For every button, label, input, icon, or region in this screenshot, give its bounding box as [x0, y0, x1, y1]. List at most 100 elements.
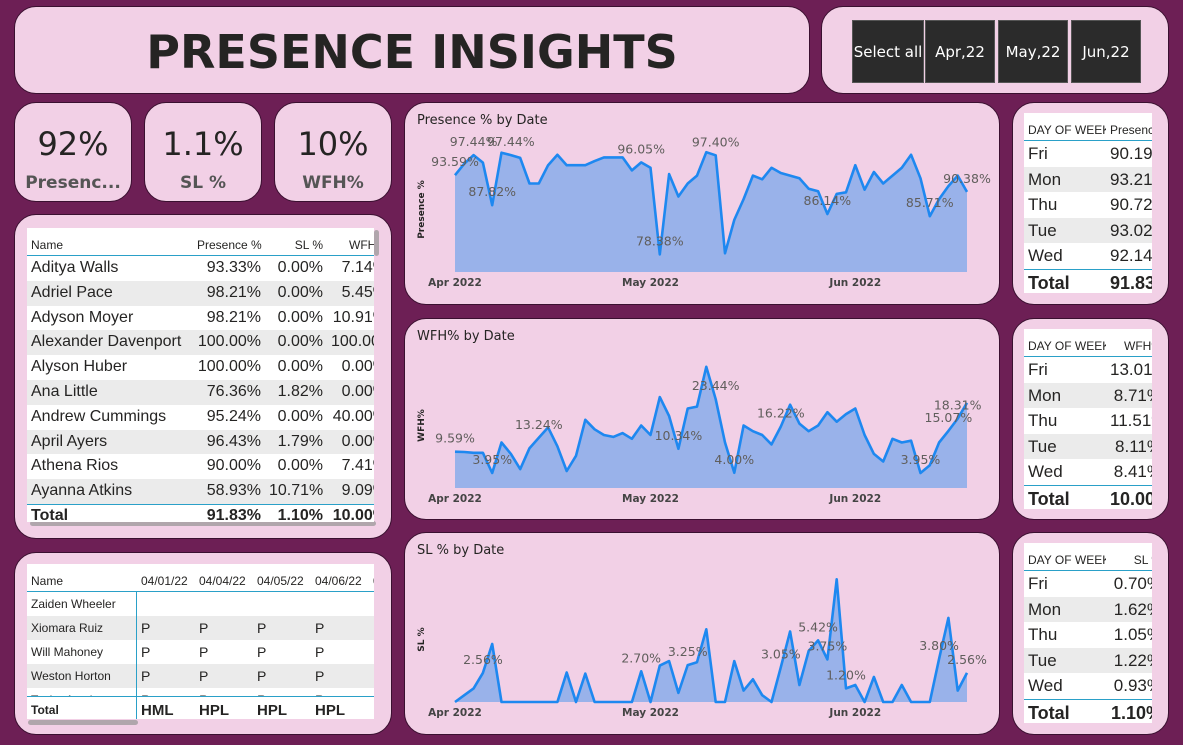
table-cell: Total — [1028, 703, 1070, 723]
table-cell: 100.00% — [197, 333, 261, 351]
data-label: 3.95% — [472, 452, 512, 467]
table-cell: 98.21% — [206, 283, 261, 301]
x-tick-label: May 2022 — [622, 493, 679, 505]
table-row: Tue 1.22% — [1024, 647, 1152, 673]
table-row: Alyson Huber 100.00% 0.00% 0.00% — [27, 355, 374, 380]
data-label: 87.82% — [468, 184, 516, 199]
data-label: 97.44% — [450, 134, 498, 149]
table-cell: 0.00% — [341, 432, 374, 450]
title-panel: PRESENCE INSIGHTS — [14, 6, 810, 94]
table-cell: 90.00% — [206, 457, 261, 475]
table-cell: 93.33% — [206, 259, 261, 276]
y-axis-label: Presence % — [417, 180, 427, 239]
table-cell: HPL — [199, 702, 229, 719]
table-cell: Aditya Walls — [31, 259, 119, 276]
table-header: DAY OF WEEK Presence % — [1024, 113, 1152, 141]
table-cell: Andrew Cummings — [31, 407, 167, 425]
data-label: 96.05% — [617, 141, 665, 156]
kpi-label: WFH% — [302, 173, 364, 193]
table-cell: 0.70% — [1113, 574, 1152, 593]
table-cell: 95.24% — [206, 407, 261, 425]
table-cell: 8.11% — [1115, 436, 1152, 456]
table-row: Alexander Davenport 100.00% 0.00% 100.00% — [27, 330, 374, 356]
table-cell: 98.21% — [206, 308, 261, 326]
area-line — [453, 150, 969, 256]
table-cell: P — [315, 644, 325, 660]
table-cell: 04/07/22 — [369, 574, 374, 588]
table-cell: 10.91% — [332, 308, 374, 326]
data-label: 23.44% — [692, 378, 740, 393]
table-cell: 100.00% — [331, 333, 374, 351]
table-row: Athena Rios 90.00% 0.00% 7.41% — [27, 454, 374, 479]
area-fill — [455, 152, 967, 272]
table-cell: 100.00% — [197, 358, 261, 376]
table: DAY OF WEEK WFH% Fri 13.01% Mon 8.71% Thu 11.51… — [1024, 329, 1152, 509]
table-cell: Ayanna Atkins — [31, 482, 133, 500]
slicer-button[interactable]: May,22 — [998, 20, 1068, 83]
table-cell: P — [315, 668, 325, 684]
chart-panel — [404, 102, 1000, 305]
table-row: Fri 13.01% — [1024, 357, 1152, 383]
table-cell: HPL — [257, 702, 287, 719]
table-cell — [311, 592, 369, 616]
data-label: 78.38% — [636, 233, 684, 248]
slicer-button[interactable]: Jun,22 — [1071, 20, 1141, 83]
data-label: 3.95% — [901, 452, 941, 467]
table-row: Wed 0.93% — [1024, 673, 1152, 699]
data-label: 3.75% — [808, 638, 848, 653]
table-cell: Adyson Moyer — [31, 308, 134, 326]
table-cell: Zaiden Wheeler — [27, 592, 137, 616]
table-row: Fri 0.70% — [1024, 571, 1152, 597]
slicer-button[interactable]: Select all — [852, 20, 924, 83]
table-row: Aditya Walls 93.33% 0.00% 7.14% — [27, 256, 374, 281]
table-cell: 0.93% — [1113, 676, 1152, 695]
table-cell: Mon — [1028, 169, 1062, 189]
table-cell: P — [369, 640, 374, 664]
table-cell: 1.62% — [1113, 599, 1152, 619]
table-cell: 90.72% — [1110, 195, 1152, 214]
table-row: Ana Little 76.36% 1.82% 0.00% — [27, 379, 374, 405]
slicer-button[interactable]: Apr,22 — [925, 20, 995, 83]
data-label: 10.34% — [655, 428, 703, 443]
table-row: Adriel Pace 98.21% 0.00% 5.45% — [27, 280, 374, 306]
table-row: Will MahoneyPPPPP — [27, 640, 374, 664]
table-cell: P — [257, 644, 267, 660]
x-tick-label: Jun 2022 — [828, 707, 881, 719]
table-total: Total 91.83% 1.10% 10.00% — [27, 504, 374, 522]
table-cell: P — [199, 620, 209, 636]
x-tick-label: May 2022 — [622, 707, 679, 719]
table-cell: 7.41% — [341, 457, 374, 475]
data-label: 90.38% — [943, 171, 991, 186]
table: DAY OF WEEK Presence % Fri 90.19% Mon 93.21% T… — [1024, 113, 1152, 293]
table-cell: 04/04/22 — [199, 574, 246, 588]
table-cell: Athena Rios — [31, 457, 119, 475]
data-label: 2.70% — [621, 650, 661, 665]
kpi-value: 92% — [37, 125, 109, 163]
y-axis-label: SL % — [417, 627, 427, 651]
table-cell: WFH% — [349, 238, 374, 252]
table-header: DAY OF WEEK WFH% — [1024, 329, 1152, 357]
table-cell: Mon — [1028, 599, 1062, 619]
title: PRESENCE INSIGHTS — [146, 25, 678, 79]
data-label: 5.42% — [798, 619, 838, 634]
table-row: April Ayers 96.43% 1.79% 0.00% — [27, 429, 374, 455]
data-label: 9.59% — [435, 431, 475, 446]
table-cell: 9.09% — [341, 482, 374, 500]
data-label: 16.22% — [757, 406, 805, 421]
table-cell: 0.00% — [277, 308, 323, 326]
table-cell: P — [311, 688, 369, 696]
table-cell: 10.00% — [1110, 489, 1152, 509]
table-cell: Alexander Davenport — [31, 333, 182, 351]
data-label: 1.20% — [826, 667, 866, 682]
table-cell: Tue — [1028, 220, 1057, 240]
table-cell: Fri — [1028, 144, 1048, 163]
table-cell: Mon — [1028, 385, 1062, 405]
table-cell: P — [141, 668, 151, 684]
table: Name 04/01/22 04/04/22 04/05/22 04/06/22 04/0… — [27, 564, 374, 719]
table-header: DAY OF WEEK SL % — [1024, 543, 1152, 571]
table-cell: Wed — [1028, 246, 1063, 265]
table-cell: Thu — [1028, 195, 1058, 214]
table-cell: Will Mahoney — [27, 640, 137, 664]
table-cell: 1.05% — [1113, 625, 1152, 644]
